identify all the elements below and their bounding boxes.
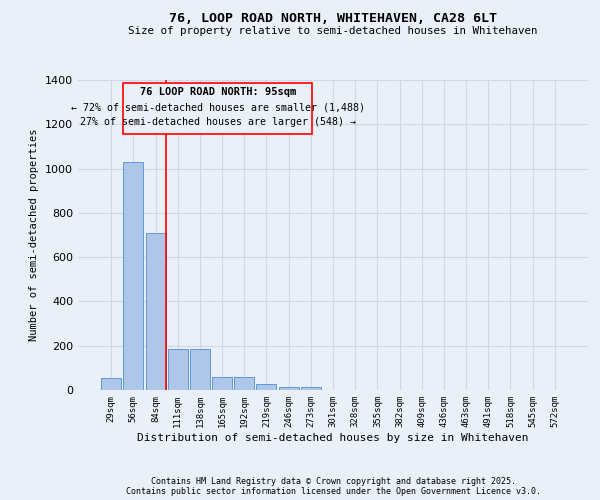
X-axis label: Distribution of semi-detached houses by size in Whitehaven: Distribution of semi-detached houses by …	[137, 432, 529, 442]
Bar	[256, 384, 277, 390]
Bar	[124, 162, 143, 390]
Bar	[146, 233, 166, 390]
Bar	[101, 378, 121, 390]
Text: 76 LOOP ROAD NORTH: 95sqm: 76 LOOP ROAD NORTH: 95sqm	[140, 87, 296, 97]
Text: 76, LOOP ROAD NORTH, WHITEHAVEN, CA28 6LT: 76, LOOP ROAD NORTH, WHITEHAVEN, CA28 6L…	[169, 12, 497, 26]
Text: Contains HM Land Registry data © Crown copyright and database right 2025.: Contains HM Land Registry data © Crown c…	[151, 477, 515, 486]
Text: ← 72% of semi-detached houses are smaller (1,488): ← 72% of semi-detached houses are smalle…	[71, 102, 365, 113]
Bar	[190, 349, 210, 390]
Bar	[301, 386, 321, 390]
Bar	[168, 349, 188, 390]
Y-axis label: Number of semi-detached properties: Number of semi-detached properties	[29, 128, 40, 341]
Text: Contains public sector information licensed under the Open Government Licence v3: Contains public sector information licen…	[125, 487, 541, 496]
Bar	[278, 386, 299, 390]
Text: Size of property relative to semi-detached houses in Whitehaven: Size of property relative to semi-detach…	[128, 26, 538, 36]
Bar	[234, 376, 254, 390]
Bar	[212, 376, 232, 390]
Text: 27% of semi-detached houses are larger (548) →: 27% of semi-detached houses are larger (…	[80, 118, 356, 128]
FancyBboxPatch shape	[124, 83, 312, 134]
